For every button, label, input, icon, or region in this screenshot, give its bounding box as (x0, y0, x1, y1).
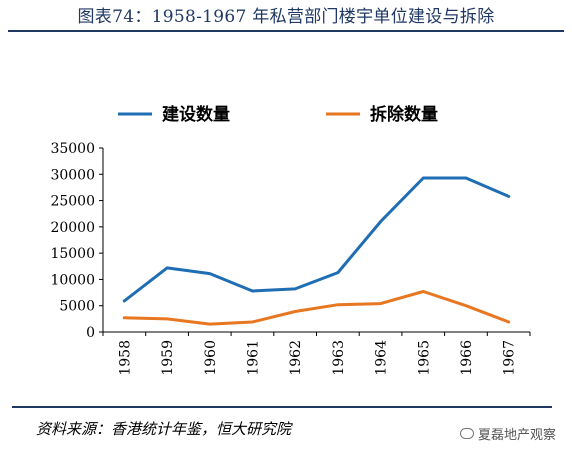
source-note: 资料来源：香港统计年鉴，恒大研究院 (36, 420, 292, 438)
y-tick-label: 0 (86, 325, 95, 341)
x-tick-label: 1964 (374, 340, 390, 376)
x-tick-label: 1962 (288, 340, 304, 376)
title-divider (8, 30, 564, 32)
x-tick-label: 1963 (331, 340, 347, 376)
x-tick-label: 1965 (416, 340, 432, 376)
series-line-2 (122, 290, 511, 326)
y-tick-label: 20000 (50, 220, 95, 236)
wechat-icon (459, 428, 474, 439)
x-tick-label: 1959 (160, 340, 176, 376)
x-tick-label: 1967 (502, 340, 518, 376)
y-tick-label: 10000 (50, 272, 95, 288)
watermark-text: 夏磊地产观察 (477, 428, 556, 443)
source-divider (12, 406, 552, 408)
x-tick-label: 1958 (117, 340, 133, 376)
chart-title: 图表74：1958-1967 年私营部门楼宇单位建设与拆除 (77, 7, 495, 27)
x-tick-label: 1966 (459, 340, 475, 376)
legend-label-2: 拆除数量 (370, 104, 438, 125)
x-tick-label: 1960 (203, 340, 219, 376)
watermark: 夏磊地产观察 (459, 424, 556, 443)
y-tick-label: 15000 (50, 246, 95, 262)
y-tick-label: 25000 (50, 194, 95, 210)
series-line-1 (122, 176, 511, 303)
legend-label-1: 建设数量 (162, 104, 230, 125)
y-tick-label: 30000 (50, 167, 95, 183)
x-tick-label: 1961 (245, 340, 261, 376)
y-tick-label: 5000 (59, 299, 95, 315)
y-tick-label: 35000 (50, 141, 95, 157)
